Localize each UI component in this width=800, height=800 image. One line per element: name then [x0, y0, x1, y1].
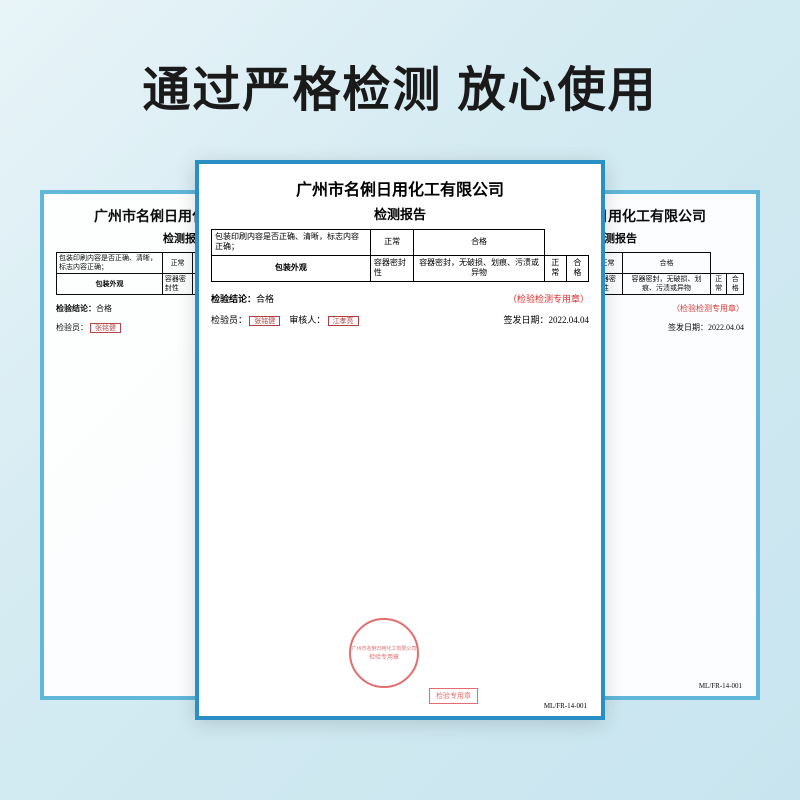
- stamp-rect-icon: 检验专用章: [429, 688, 478, 704]
- conclusion-row: 检验结论：合格 （检验检测专用章）: [211, 292, 589, 305]
- report-title: 检测报告: [211, 204, 589, 223]
- doc-number: ML/FR-14-001: [544, 702, 587, 710]
- sig-row: 检验员： 张铭健 审核人： 江孝亮 签发日期：2022.04.04: [211, 313, 589, 326]
- doc-number: ML/FR-14-001: [699, 682, 742, 690]
- inspector-sig: 张铭健: [249, 316, 280, 326]
- company-name: 广州市名俐日用化工有限公司: [211, 176, 589, 200]
- reviewer-sig: 江孝亮: [328, 316, 359, 326]
- headline: 通过严格检测 放心使用: [0, 0, 800, 120]
- report-table: 包装印刷内容是否正确、清晰，标志内容正确；正常合格包装外观容器密封性容器密封，无…: [211, 229, 589, 282]
- report-center: 广州市名俐日用化工有限公司 检测报告 包装印刷内容是否正确、清晰，标志内容正确；…: [195, 160, 605, 720]
- reports-container: 广州市名俐日用化工有限公司 检测报告 包装印刷内容是否正确、清晰，标志内容正确；…: [0, 150, 800, 750]
- stamp-rect-label: （检验检测专用章）: [508, 292, 589, 305]
- stamp-icon: 广州市名俐日用化工有限公司检验专用章: [349, 618, 419, 688]
